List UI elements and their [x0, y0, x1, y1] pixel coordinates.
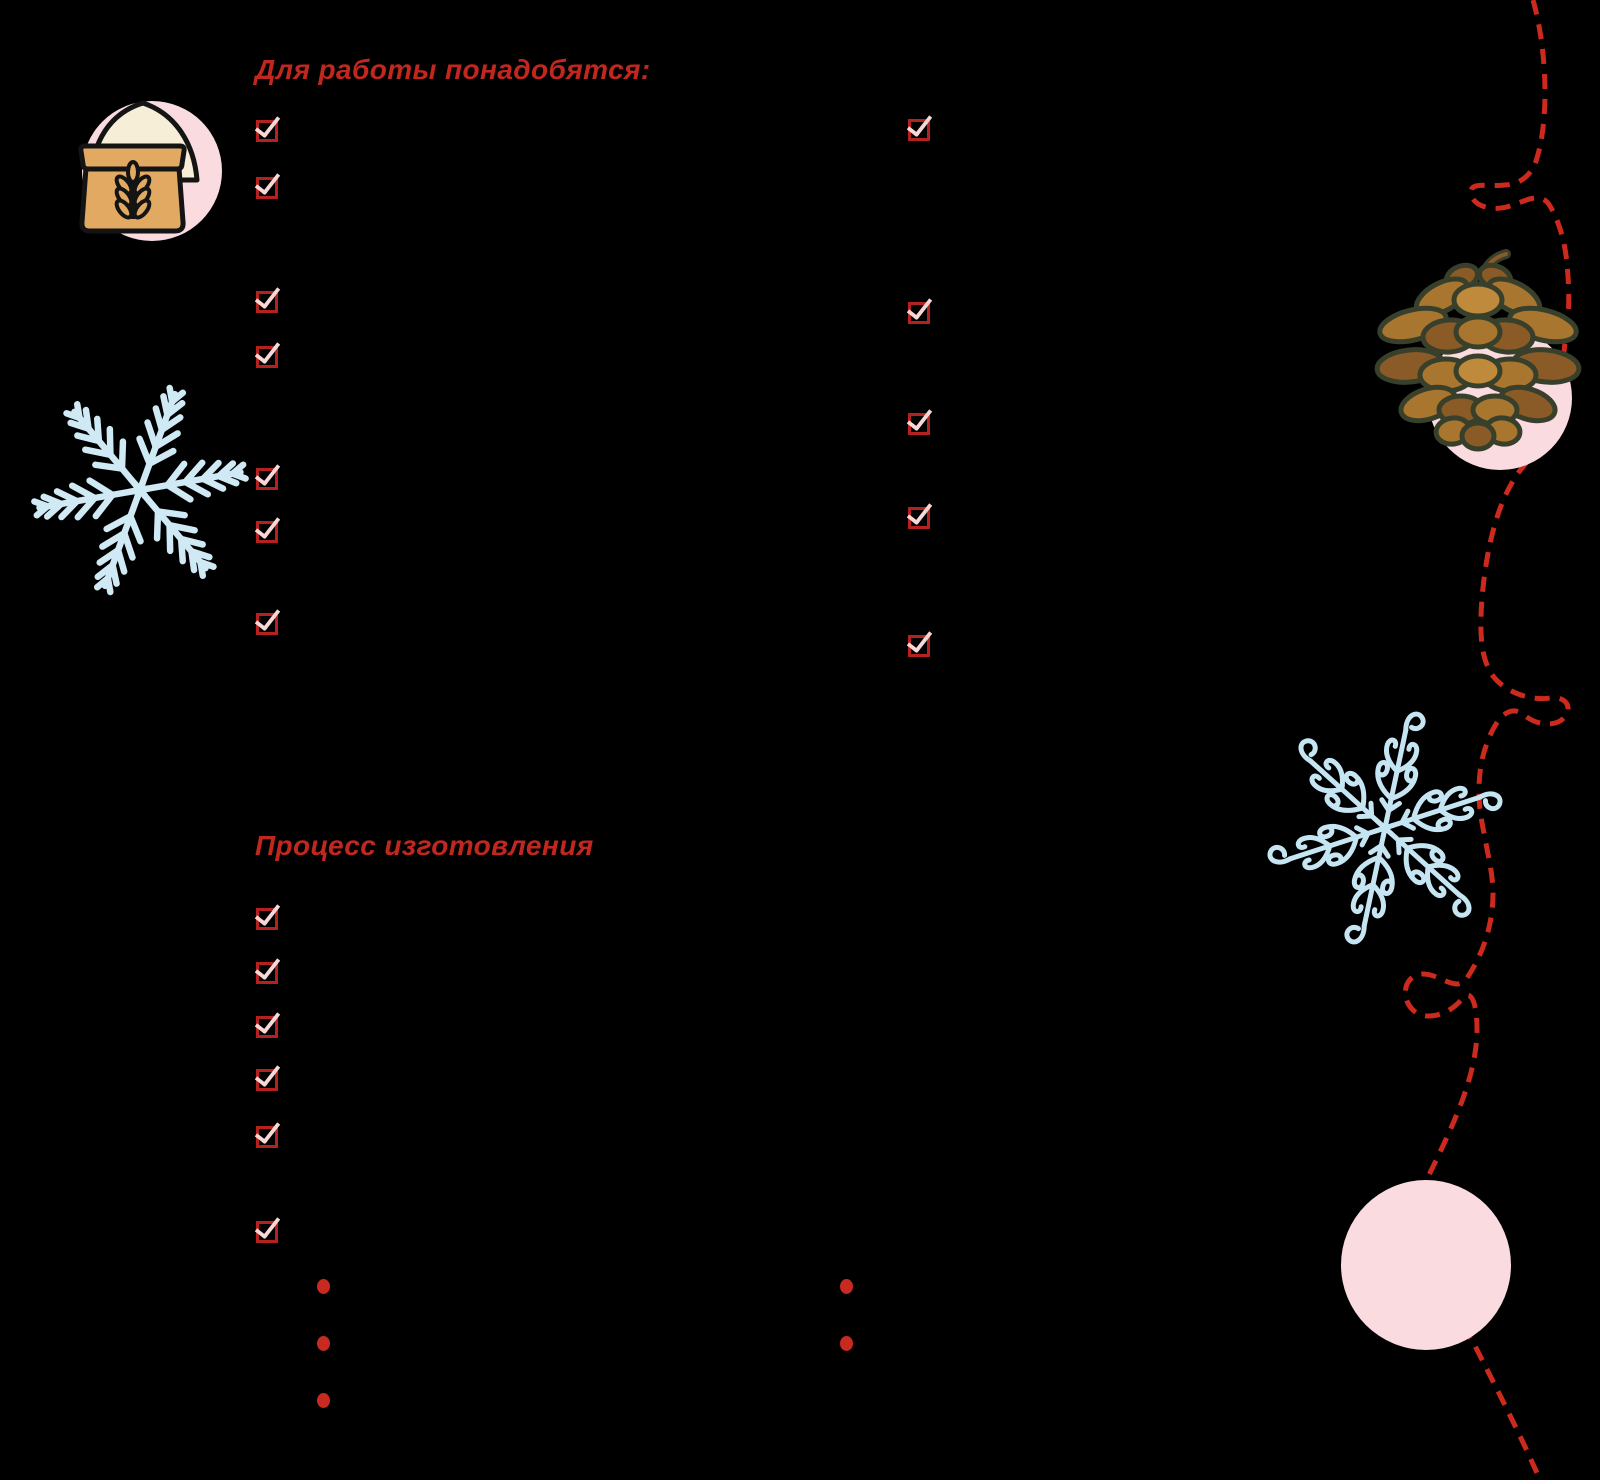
- process-bullet-left-3: [317, 1393, 330, 1408]
- process-bullet-left-2: [317, 1336, 330, 1351]
- materials-checkbox-right-5[interactable]: [908, 635, 930, 657]
- flour-bag-icon: [78, 100, 222, 241]
- red-dashed-string: [1402, 0, 1572, 1480]
- materials-checkbox-left-4[interactable]: [256, 346, 278, 368]
- materials-checkbox-left-6[interactable]: [256, 521, 278, 543]
- process-heading: Процесс изготовления: [255, 830, 594, 861]
- materials-checkbox-right-3[interactable]: [908, 413, 930, 435]
- wheat-glyph: [114, 160, 152, 220]
- materials-heading: Для работы понадобятся:: [255, 54, 651, 85]
- process-checkbox-2[interactable]: [256, 962, 278, 984]
- process-checkbox-5[interactable]: [256, 1126, 278, 1148]
- materials-checkbox-right-1[interactable]: [908, 119, 930, 141]
- snowflake-icon: [9, 384, 271, 624]
- process-checkbox-4[interactable]: [256, 1069, 278, 1091]
- materials-checkbox-left-1[interactable]: [256, 120, 278, 142]
- materials-checkbox-left-2[interactable]: [256, 177, 278, 199]
- process-bullet-left-1: [317, 1279, 330, 1294]
- pinecone-icon: [1374, 249, 1582, 470]
- materials-checkbox-left-3[interactable]: [256, 291, 278, 313]
- process-checkbox-1[interactable]: [256, 908, 278, 930]
- materials-checkbox-left-5[interactable]: [256, 468, 278, 490]
- pink-circle-bottom-right: [1341, 1180, 1511, 1350]
- process-bullet-right-1: [840, 1279, 853, 1294]
- materials-checkbox-right-2[interactable]: [908, 302, 930, 324]
- process-checkbox-3[interactable]: [256, 1016, 278, 1038]
- materials-checkbox-left-7[interactable]: [256, 613, 278, 635]
- snowflake-curly-icon: [1251, 711, 1519, 966]
- process-bullet-right-2: [840, 1336, 853, 1351]
- process-checkbox-6[interactable]: [256, 1221, 278, 1243]
- materials-checkbox-right-4[interactable]: [908, 507, 930, 529]
